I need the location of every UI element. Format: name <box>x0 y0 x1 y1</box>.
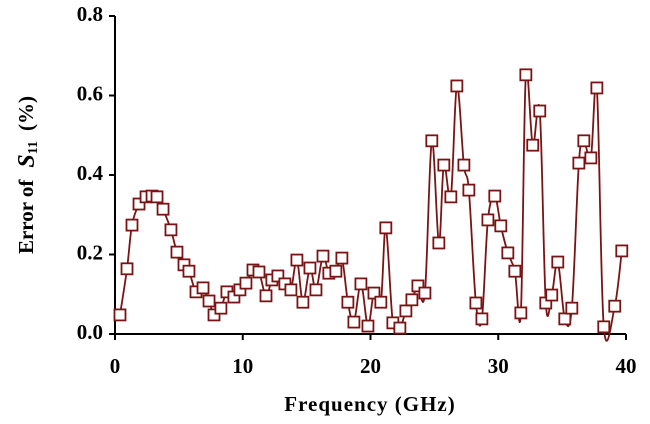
x-tick-label: 0 <box>110 354 121 378</box>
marker <box>156 202 170 216</box>
x-tick-label: 10 <box>232 354 253 378</box>
marker <box>239 276 253 290</box>
marker <box>488 189 502 203</box>
marker <box>150 190 164 204</box>
marker <box>341 295 355 309</box>
marker <box>113 308 127 322</box>
marker <box>597 320 611 334</box>
marker <box>164 223 178 237</box>
marker <box>361 319 375 333</box>
marker <box>329 264 343 278</box>
marker <box>411 279 425 293</box>
y-tick-label: 0.8 <box>77 2 103 26</box>
marker <box>259 289 273 303</box>
x-tick-label: 40 <box>616 354 637 378</box>
marker <box>558 312 572 326</box>
marker <box>347 315 361 329</box>
y-label-symbol: S <box>14 154 40 167</box>
marker <box>508 264 522 278</box>
y-axis-label-text: Error of S11 (%) <box>14 96 42 254</box>
marker <box>202 294 216 308</box>
y-tick-label: 0.6 <box>77 81 103 105</box>
y-axis-label: Error of S11 (%) <box>14 96 42 254</box>
marker <box>271 269 285 283</box>
marker <box>252 265 266 279</box>
marker <box>309 283 323 297</box>
marker <box>526 138 540 152</box>
marker <box>572 156 586 170</box>
marker <box>615 244 629 258</box>
marker <box>418 286 432 300</box>
marker <box>120 262 134 276</box>
marker <box>494 219 508 233</box>
marker <box>457 158 471 172</box>
marker <box>481 213 495 227</box>
marker <box>196 281 210 295</box>
marker <box>437 158 451 172</box>
marker <box>425 134 439 148</box>
marker <box>303 261 317 275</box>
y-tick-label: 0.4 <box>77 161 104 185</box>
marker <box>393 321 407 335</box>
marker <box>367 286 381 300</box>
marker <box>501 246 515 260</box>
marker <box>475 312 489 326</box>
y-tick-label: 0.2 <box>77 240 103 264</box>
y-label-prefix: Error of <box>14 179 38 254</box>
marker <box>335 251 349 265</box>
marker <box>182 264 196 278</box>
y-label-subscript: 11 <box>26 141 41 154</box>
marker <box>565 301 579 315</box>
marker <box>379 221 393 235</box>
marker <box>125 218 139 232</box>
marker <box>545 288 559 302</box>
marker <box>584 151 598 165</box>
x-tick-label: 30 <box>488 354 509 378</box>
marker <box>519 68 533 82</box>
marker <box>469 296 483 310</box>
marker <box>284 283 298 297</box>
marker <box>444 190 458 204</box>
marker <box>214 301 228 315</box>
marker <box>462 183 476 197</box>
x-axis-label: Frequency (GHz) <box>284 392 456 416</box>
marker <box>533 104 547 118</box>
marker <box>290 253 304 267</box>
marker <box>354 277 368 291</box>
marker <box>405 293 419 307</box>
marker <box>608 299 622 313</box>
marker <box>551 255 565 269</box>
marker <box>577 134 591 148</box>
marker <box>432 236 446 250</box>
y-label-suffix: (%) <box>14 96 38 131</box>
marker <box>207 308 221 322</box>
marker <box>374 295 388 309</box>
marker <box>170 245 184 259</box>
marker <box>590 81 604 95</box>
marker <box>450 79 464 93</box>
marker <box>316 249 330 263</box>
marker <box>296 295 310 309</box>
y-tick-label: 0.0 <box>77 320 103 344</box>
marker <box>514 306 528 320</box>
marker <box>399 304 413 318</box>
x-tick-label: 20 <box>360 354 381 378</box>
marker <box>132 197 146 211</box>
